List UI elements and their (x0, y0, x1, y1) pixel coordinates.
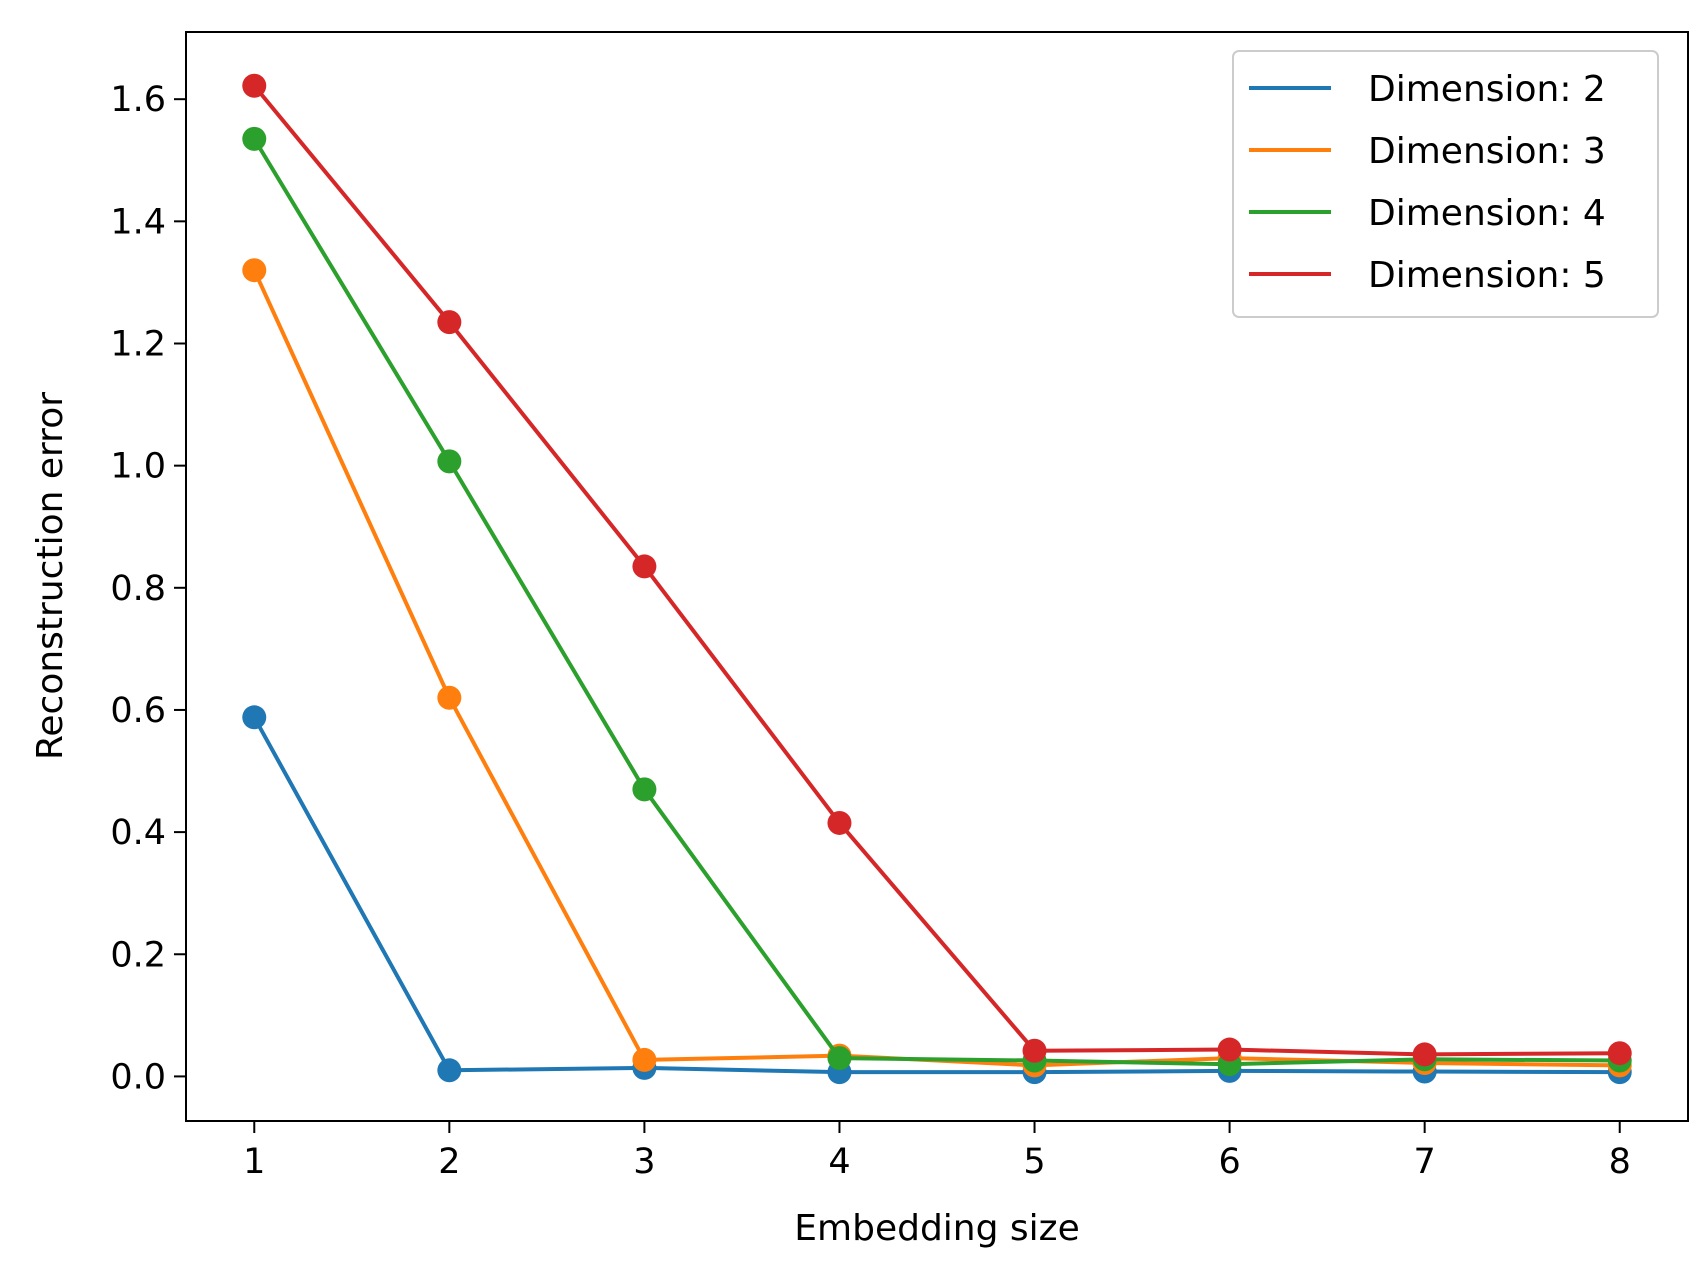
data-point (827, 810, 852, 835)
legend-entry-label: Dimension: 2 (1368, 69, 1606, 110)
x-tick-label: 5 (1023, 1142, 1045, 1182)
plot-frame (185, 31, 1689, 1122)
series-4 (242, 73, 1632, 1067)
data-point (437, 685, 462, 710)
data-point (242, 73, 267, 98)
y-tick-label: 1.2 (110, 324, 166, 364)
axis-ticks: 1 2 3 4 5 6 7 8 0.0 0.2 0.4 0.6 0.8 1.0 1.2 1.4 1.6 (110, 80, 1631, 1182)
data-point (632, 1047, 657, 1072)
y-tick-label: 0.4 (110, 813, 166, 853)
legend-entry-label: Dimension: 3 (1368, 131, 1606, 172)
data-point (632, 554, 657, 579)
y-tick-label: 0.2 (110, 935, 166, 975)
x-tick-label: 2 (438, 1142, 460, 1182)
x-axis-label: Embedding size (794, 1208, 1079, 1249)
series-line (252, 84, 1620, 1057)
data-point (1217, 1037, 1242, 1062)
x-tick-label: 4 (828, 1142, 850, 1182)
y-tick-label: 1.6 (110, 80, 166, 120)
x-tick-label: 1 (243, 1142, 265, 1182)
data-point (242, 258, 267, 283)
y-tick-label: 1.4 (110, 202, 166, 242)
data-point (1412, 1042, 1437, 1067)
y-tick-label: 0.8 (110, 569, 166, 609)
legend-entry-label: Dimension: 4 (1368, 193, 1606, 234)
legend: Dimension: 2 Dimension: 3 Dimension: 4 Dime… (1232, 50, 1659, 318)
data-point (632, 777, 657, 802)
legend-entry-label: Dimension: 5 (1368, 255, 1606, 296)
data-point (1607, 1041, 1632, 1066)
x-tick-label: 8 (1609, 1142, 1631, 1182)
y-tick-label: 0.6 (110, 691, 166, 731)
series-line (252, 137, 1620, 1067)
x-tick-label: 6 (1218, 1142, 1240, 1182)
x-tick-label: 3 (633, 1142, 655, 1182)
legend-box (1232, 50, 1659, 318)
x-tick-label: 7 (1414, 1142, 1436, 1182)
data-point (437, 310, 462, 335)
data-point (437, 1058, 462, 1083)
series-line (252, 716, 1620, 1075)
y-tick-label: 1.0 (110, 447, 166, 487)
data-point (242, 705, 267, 730)
y-axis-label: Reconstruction error (30, 392, 71, 760)
series-lines (242, 73, 1632, 1085)
data-point (827, 1046, 852, 1071)
data-point (242, 126, 267, 151)
data-point (1022, 1038, 1047, 1063)
data-point (437, 449, 462, 474)
y-tick-label: 0.0 (110, 1057, 166, 1097)
